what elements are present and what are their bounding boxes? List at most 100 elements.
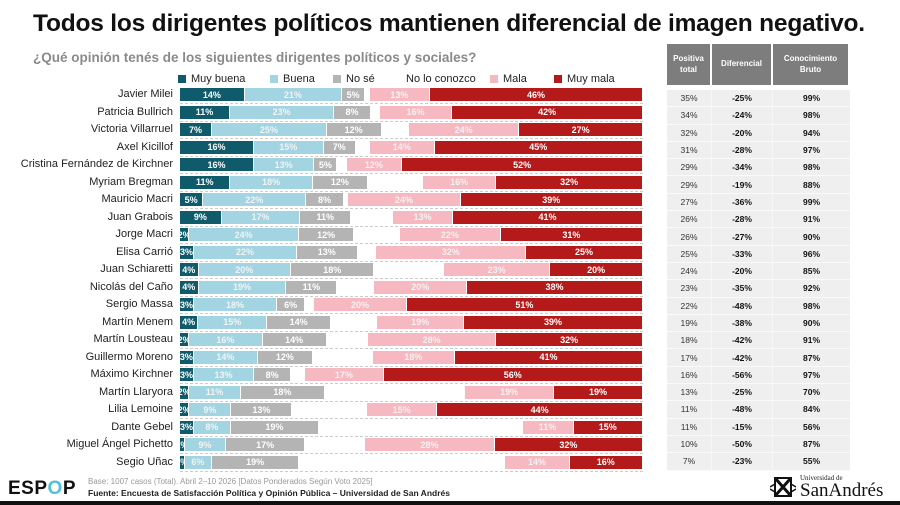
conocimiento-cell: 87% xyxy=(802,439,820,450)
chart-row: Lilia Lemoine 2%9%13% 15%44% xyxy=(0,401,660,419)
chart-row: Segio Uñac 1%6%19% 14%16% xyxy=(0,454,660,472)
bar-segment-muy-buena: 16% xyxy=(180,158,254,171)
bar-segment-mala: 11% xyxy=(522,420,573,434)
table-row: 18% -42% 91% xyxy=(667,332,850,350)
university-label-big: SanAndrés xyxy=(800,480,884,501)
table-body: 35% -25% 99% 34% -24% 98% 32% -20% 94% 31% -28% 97%… xyxy=(667,90,850,471)
diferencial-cell: -35% xyxy=(712,280,773,297)
positiva-total-cell: 19% xyxy=(667,314,712,332)
legend-item-buena: Buena xyxy=(270,73,333,85)
header-diferencial: Diferencial xyxy=(712,44,773,85)
category-label: Jorge Macri xyxy=(115,228,173,240)
table-row: 29% -19% 88% xyxy=(667,176,850,194)
legend-item-no-lo-conozco: No lo conozco xyxy=(393,73,490,85)
positiva-total-cell: 25% xyxy=(667,245,712,262)
bar-segment-no-lo-conozco xyxy=(367,175,422,189)
conocimiento-cell: 56% xyxy=(802,421,820,432)
bar-segment-muy-buena: 2% xyxy=(180,228,189,241)
page-title: Todos los dirigentes políticos mantienen… xyxy=(33,10,865,37)
bar-segment-muy-buena: 14% xyxy=(180,88,244,101)
positiva-total-cell: 23% xyxy=(667,280,712,297)
bar-segment-mala: 23% xyxy=(443,263,550,276)
bar-segment-mala: 32% xyxy=(376,245,526,259)
bar-segment-muy-mala: 32% xyxy=(494,438,642,451)
diferencial-cell: -48% xyxy=(712,297,773,314)
diferencial-cell: -42% xyxy=(712,332,773,349)
stacked-bar: 2%11%18% 19%19% xyxy=(180,385,643,402)
positiva-total-cell: 17% xyxy=(667,349,712,366)
positiva-total-cell: 34% xyxy=(667,107,712,124)
conocimiento-cell: 97% xyxy=(802,369,820,380)
stacked-bar: 11% 23% 8% 16% 42% xyxy=(180,105,643,122)
bar-segment-muy-mala: 46% xyxy=(429,88,642,101)
legend-label: Buena xyxy=(283,73,315,85)
bar-segment-muy-buena: 3% xyxy=(180,298,193,311)
bar-segment-no-se: 12% xyxy=(299,228,354,241)
stacked-bar: 3% 13% 8% 17% 56% xyxy=(180,368,643,384)
table-row: 22% -48% 98% xyxy=(667,297,850,315)
diferencial-cell: -28% xyxy=(712,211,773,228)
diferencial-cell: -38% xyxy=(712,314,773,332)
conocimiento-cell: 98% xyxy=(802,162,820,173)
diferencial-cell: -20% xyxy=(712,124,773,141)
bar-segment-muy-mala: 25% xyxy=(526,245,642,259)
bar-segment-no-lo-conozco xyxy=(299,455,505,469)
conocimiento-cell: 97% xyxy=(802,145,820,156)
positiva-total-cell: 31% xyxy=(667,141,712,159)
table-row: 25% -33% 96% xyxy=(667,245,850,263)
category-label: Nicolás del Caño xyxy=(89,280,173,293)
bar-segment-muy-buena: 3% xyxy=(180,368,193,381)
category-label: Martín Lousteau xyxy=(93,333,174,345)
table-row: 26% -27% 90% xyxy=(667,228,850,246)
positiva-total-cell: 11% xyxy=(667,418,712,435)
bar-segment-muy-mala: 41% xyxy=(453,210,642,224)
bar-segment-no-se: 12% xyxy=(257,350,312,364)
bar-segment-buena: 16% xyxy=(189,333,262,346)
conocimiento-cell: 92% xyxy=(802,283,820,294)
diferencial-cell: -56% xyxy=(712,366,773,384)
bar-segment-no-lo-conozco xyxy=(318,420,522,434)
bar-segment-no-se: 13% xyxy=(296,245,357,259)
stacked-bar: 16% 15% 7% 14% 45% xyxy=(180,140,643,157)
stacked-bar: 3% 18% 6% 20% 51% xyxy=(180,298,643,314)
chart-row: Javier Milei 14% 21% 5% 13% 46% xyxy=(0,86,660,104)
bar-segment-muy-mala: 19% xyxy=(554,385,642,399)
bar-segment-no-lo-conozco xyxy=(292,403,367,416)
category-label: Martín Llaryora xyxy=(99,385,173,398)
bar-segment-no-lo-conozco xyxy=(365,88,369,101)
bar-segment-no-lo-conozco xyxy=(337,158,346,171)
bar-segment-mala: 24% xyxy=(348,193,460,206)
bar-segment-muy-mala: 16% xyxy=(569,455,642,469)
bar-segment-mala: 19% xyxy=(465,385,554,399)
bar-segment-buena: 23% xyxy=(229,105,334,119)
bar-segment-buena: 18% xyxy=(230,175,312,189)
table-row: 29% -34% 98% xyxy=(667,159,850,177)
category-label: Segio Uñac xyxy=(116,455,173,468)
diferencial-cell: -34% xyxy=(712,159,773,176)
bar-segment-no-se: 19% xyxy=(212,455,299,469)
diferencial-cell: -42% xyxy=(712,349,773,366)
bar-segment-muy-mala: 15% xyxy=(573,420,642,434)
bar-segment-mala: 16% xyxy=(422,175,496,189)
bar-segment-buena: 15% xyxy=(198,315,267,329)
bar-segment-mala: 17% xyxy=(304,368,383,381)
conocimiento-cell: 91% xyxy=(802,335,820,346)
bar-segment-muy-mala: 52% xyxy=(402,158,642,171)
category-label: Mauricio Macri xyxy=(101,193,173,205)
bar-segment-muy-buena: 1% xyxy=(180,455,184,469)
positiva-total-cell: 29% xyxy=(667,176,712,193)
stacked-bar: 2%16%14% 28%32% xyxy=(180,333,643,349)
bar-segment-muy-buena: 5% xyxy=(180,193,203,206)
stacked-bar: 5% 22% 8% 24% 39% xyxy=(180,193,643,209)
bar-segment-mala: 20% xyxy=(374,280,467,294)
bar-segment-buena: 25% xyxy=(212,123,326,136)
bar-segment-no-se: 5% xyxy=(342,88,365,101)
bar-segment-mala: 19% xyxy=(377,315,464,329)
chart-row: Myriam Bregman 11% 18% 12% 16% 32% xyxy=(0,174,660,192)
diferencial-cell: -20% xyxy=(712,262,773,280)
bar-segment-muy-mala: 42% xyxy=(452,105,642,119)
chart-row: Martín Llaryora 2%11%18% 19%19% xyxy=(0,384,660,402)
bar-segment-no-se: 8% xyxy=(306,193,343,206)
bar-segment-no-se: 8% xyxy=(334,105,370,119)
legend-swatch xyxy=(393,75,401,83)
